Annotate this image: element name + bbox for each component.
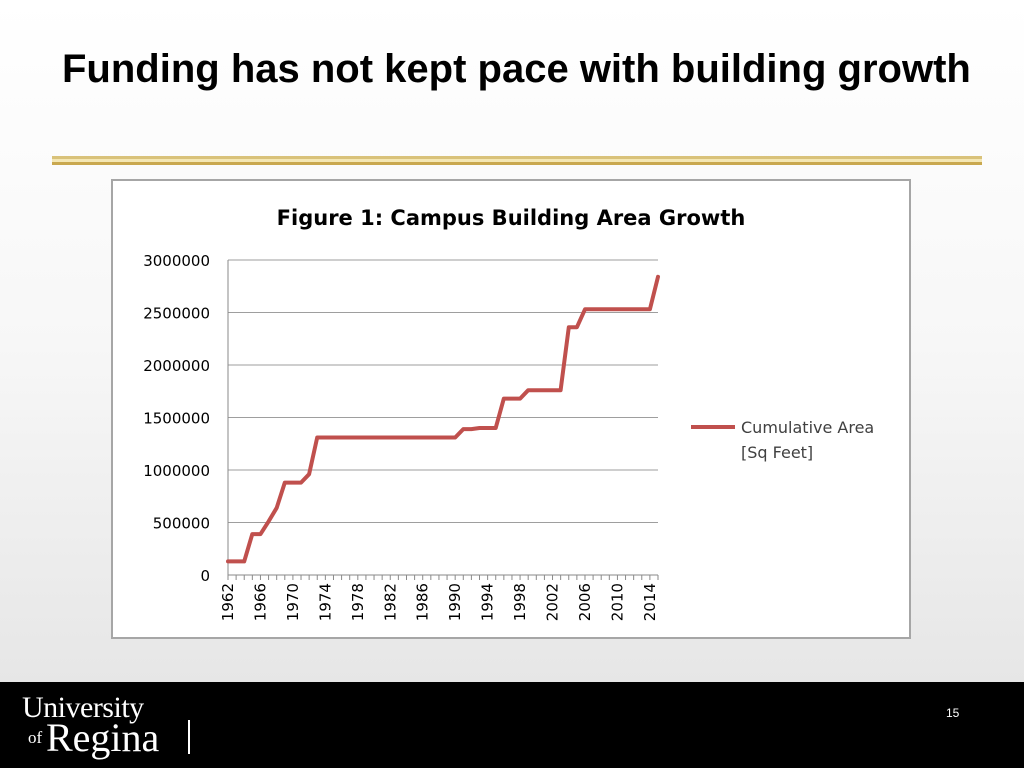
x-tick-label: 1990	[446, 583, 464, 621]
chart-title: Figure 1: Campus Building Area Growth	[277, 206, 746, 230]
x-tick-label: 1994	[479, 583, 497, 621]
x-tick-label: 1962	[219, 583, 237, 621]
x-tick-labels: 1962 1966 1970 1974 1978 1982 1986 1990 1994 1998…	[219, 583, 659, 621]
title-rule-middle	[52, 159, 982, 162]
legend-label: Cumulative Area	[741, 418, 874, 437]
y-tick-label: 2000000	[143, 357, 210, 375]
x-tick-label: 2010	[608, 583, 626, 621]
x-tick-label: 1974	[316, 583, 334, 621]
slide-title: Funding has not kept pace with building …	[62, 47, 971, 91]
logo-of: of	[28, 728, 43, 747]
x-tick-label: 2006	[576, 583, 594, 621]
page-number: 15	[946, 706, 960, 720]
series-line	[226, 274, 660, 564]
y-tick-label: 2500000	[143, 305, 210, 323]
axes	[227, 260, 659, 580]
y-tick-labels: 0 500000 1000000 1500000 2000000 2500000 30000…	[143, 252, 210, 585]
y-tick-label: 1000000	[143, 462, 210, 480]
x-tick-label: 1986	[414, 583, 432, 621]
line-chart: Figure 1: Campus Building Area Growth 0 5…	[143, 206, 874, 621]
y-tick-label: 1500000	[143, 410, 210, 428]
x-tick-label: 1998	[511, 583, 529, 621]
y-tick-label: 0	[200, 567, 210, 585]
y-tick-label: 3000000	[143, 252, 210, 270]
x-tick-label: 1978	[349, 583, 367, 621]
series-layer	[226, 274, 660, 564]
title-rule-bottom	[52, 162, 982, 165]
chart-frame: Figure 1: Campus Building Area Growth 0 5…	[111, 179, 911, 639]
university-logo: University of Regina	[22, 692, 202, 762]
x-tick-label: 1970	[284, 583, 302, 621]
title-rule-top	[52, 156, 982, 159]
legend-label: [Sq Feet]	[741, 443, 813, 462]
logo-divider	[188, 720, 190, 754]
y-tick-label: 500000	[153, 515, 210, 533]
x-tick-label: 2002	[544, 583, 562, 621]
logo-regina: Regina	[46, 715, 160, 760]
title-rule	[52, 156, 982, 165]
legend: Cumulative Area [Sq Feet]	[691, 418, 874, 462]
x-tick-label: 1966	[251, 583, 269, 621]
footer-bar: University of Regina	[0, 682, 1024, 768]
x-tick-label: 1982	[381, 583, 399, 621]
x-tick-label: 2014	[641, 583, 659, 621]
gridlines	[228, 259, 658, 523]
logo-university: University	[22, 691, 144, 724]
